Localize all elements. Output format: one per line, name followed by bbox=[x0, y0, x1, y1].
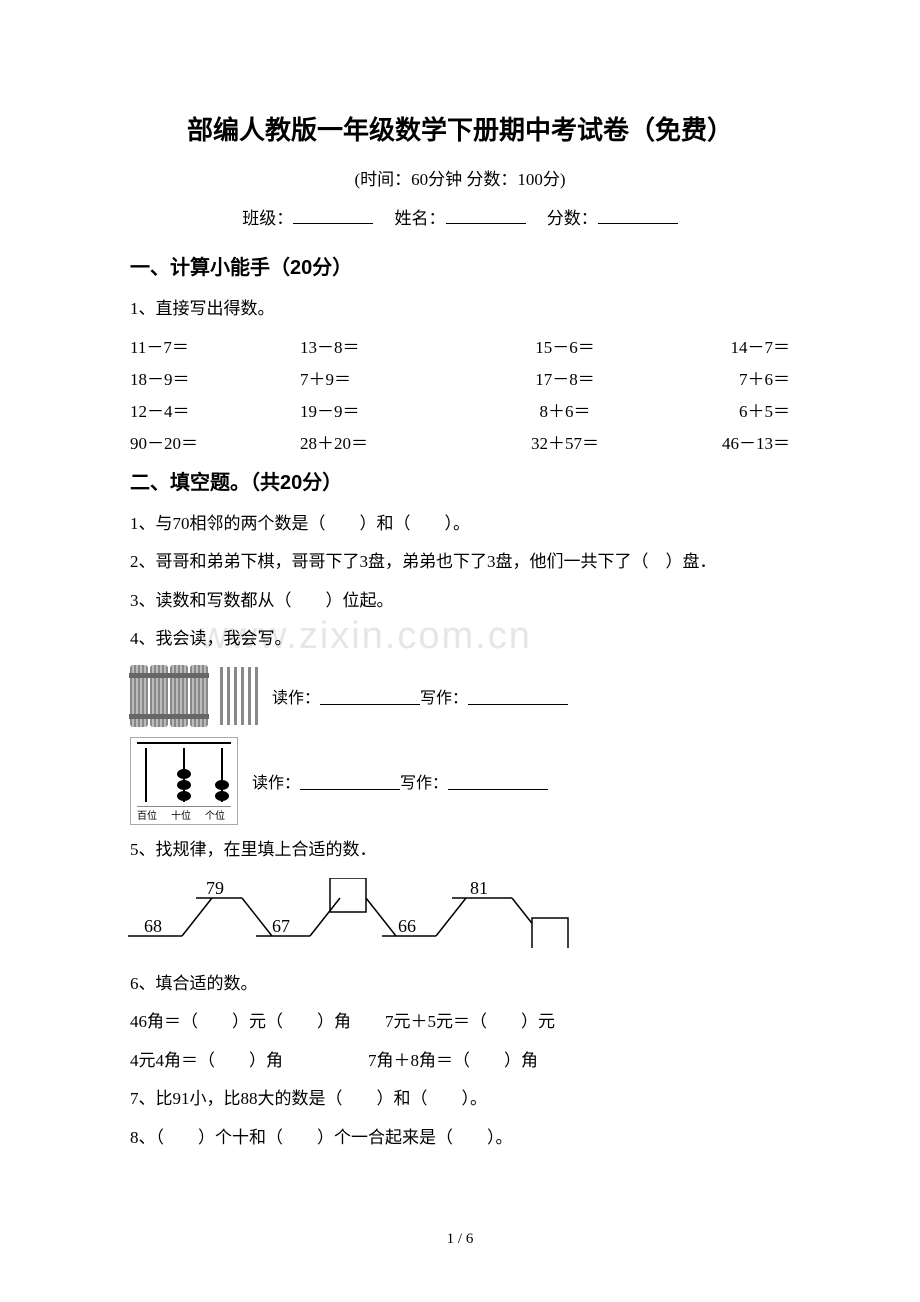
calc-cell: 17－8＝ bbox=[480, 365, 650, 390]
pattern-num: 68 bbox=[144, 916, 162, 936]
doc-subtitle: (时间：60分钟 分数：100分) bbox=[130, 165, 790, 190]
calc-cell: 6＋5＝ bbox=[650, 397, 790, 422]
s2-q6b: 4元4角＝（ ）角 7角＋8角＝（ ）角 bbox=[130, 1046, 790, 1077]
section2-head: 二、填空题。（共20分） bbox=[130, 466, 790, 495]
blank bbox=[300, 772, 400, 790]
calc-row: 12－4＝ 19－9＝ 8＋6＝ 6＋5＝ bbox=[130, 397, 790, 422]
doc-title: 部编人教版一年级数学下册期中考试卷（免费） bbox=[130, 110, 790, 147]
blank-class bbox=[293, 206, 373, 224]
write-label: 写作： bbox=[400, 769, 448, 793]
calc-cell: 13－8＝ bbox=[300, 333, 480, 358]
calc-cell: 18－9＝ bbox=[130, 365, 300, 390]
pattern-num: 79 bbox=[206, 878, 224, 898]
pattern-num: 67 bbox=[272, 916, 290, 936]
blank bbox=[468, 687, 568, 705]
calc-cell: 7＋6＝ bbox=[650, 365, 790, 390]
calc-cell: 15－6＝ bbox=[480, 333, 650, 358]
s2-q3: 3、读数和写数都从（ ）位起。 bbox=[130, 586, 790, 617]
pattern-num: 81 bbox=[470, 878, 488, 898]
s1-q1: 1、直接写出得数。 bbox=[130, 294, 790, 325]
calc-cell: 32＋57＝ bbox=[480, 429, 650, 454]
calc-cell: 14－7＝ bbox=[650, 333, 790, 358]
calc-cell: 19－9＝ bbox=[300, 397, 480, 422]
label-score: 分数： bbox=[547, 209, 598, 228]
abacus-label: 百位 bbox=[137, 807, 157, 822]
abacus-icon: 百位 十位 个位 bbox=[130, 737, 238, 825]
bundles-icon bbox=[130, 665, 208, 727]
pattern-diagram: 68 79 67 66 81 bbox=[124, 878, 684, 948]
page-number: 1 / 6 bbox=[0, 1231, 920, 1248]
calc-row: 90－20＝ 28＋20＝ 32＋57＝ 46－13＝ bbox=[130, 429, 790, 454]
calc-row: 11－7＝ 13－8＝ 15－6＝ 14－7＝ bbox=[130, 333, 790, 358]
s2-q7: 7、比91小，比88大的数是（ ）和（ ）。 bbox=[130, 1084, 790, 1115]
s2-q6: 6、填合适的数。 bbox=[130, 969, 790, 1000]
label-name: 姓名： bbox=[395, 209, 446, 228]
calc-cell: 90－20＝ bbox=[130, 429, 300, 454]
blank-score bbox=[598, 206, 678, 224]
abacus-label: 十位 bbox=[171, 807, 191, 822]
sticks-icon bbox=[220, 667, 258, 725]
abacus-label: 个位 bbox=[205, 807, 225, 822]
calc-cell: 28＋20＝ bbox=[300, 429, 480, 454]
blank bbox=[320, 687, 420, 705]
calc-row: 18－9＝ 7＋9＝ 17－8＝ 7＋6＝ bbox=[130, 365, 790, 390]
info-line: 班级： 姓名： 分数： bbox=[130, 204, 790, 229]
pattern-num: 66 bbox=[398, 916, 416, 936]
page: 部编人教版一年级数学下册期中考试卷（免费） (时间：60分钟 分数：100分) … bbox=[0, 0, 920, 1202]
calc-cell: 7＋9＝ bbox=[300, 365, 480, 390]
calc-cell: 8＋6＝ bbox=[480, 397, 650, 422]
calc-cell: 46－13＝ bbox=[650, 429, 790, 454]
s2-q8: 8、（ ）个十和（ ）个一合起来是（ ）。 bbox=[130, 1123, 790, 1154]
s2-q2: 2、哥哥和弟弟下棋，哥哥下了3盘，弟弟也下了3盘，他们一共下了（ ）盘． bbox=[130, 547, 790, 578]
s2-q5: 5、找规律，在里填上合适的数． bbox=[130, 835, 790, 866]
s2-q4: 4、我会读，我会写。 bbox=[130, 624, 790, 655]
label-class: 班级： bbox=[242, 209, 293, 228]
abacus-row: 百位 十位 个位 读作： 写作： bbox=[130, 737, 790, 825]
calc-cell: 12－4＝ bbox=[130, 397, 300, 422]
s2-q6a: 46角＝（ ）元（ ）角 7元＋5元＝（ ）元 bbox=[130, 1007, 790, 1038]
read-label: 读作： bbox=[272, 684, 320, 708]
write-label: 写作： bbox=[420, 684, 468, 708]
blank-name bbox=[446, 206, 526, 224]
read-label: 读作： bbox=[252, 769, 300, 793]
section1-head: 一、计算小能手（20分） bbox=[130, 251, 790, 280]
s2-q1: 1、与70相邻的两个数是（ ）和（ ）。 bbox=[130, 509, 790, 540]
sticks-row: 读作： 写作： bbox=[130, 665, 790, 727]
calc-cell: 11－7＝ bbox=[130, 333, 300, 358]
blank bbox=[448, 772, 548, 790]
